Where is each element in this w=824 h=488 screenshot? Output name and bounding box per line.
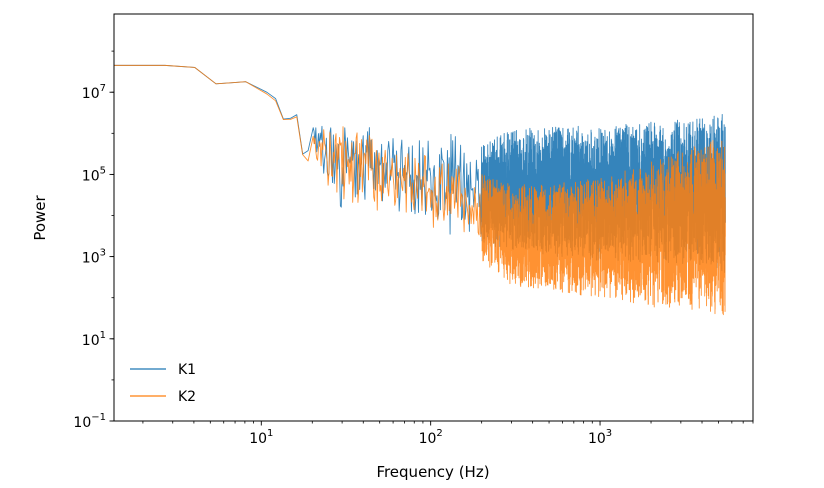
x-axis-label: Frequency (Hz) [376,463,489,481]
y-tick-label: 105 [82,165,106,184]
x-tick-label: 103 [588,428,612,447]
legend-entry-K2: K2 [130,389,196,405]
ticks-layer: 101 102 103 10−1 101 103 105 107 [73,50,754,447]
plot-frame [113,13,754,422]
series-line-K2 [114,64,726,316]
legend: K1 K2 [130,362,196,405]
x-tick-label: 102 [419,428,443,447]
legend-entry-K1: K1 [130,362,196,378]
legend-label: K1 [178,362,196,378]
y-tick-label: 10−1 [73,412,106,431]
y-tick-label: 107 [82,83,106,102]
y-tick-label: 101 [82,330,106,349]
legend-label: K2 [178,389,196,405]
y-axis-label: Power [31,194,49,240]
x-tick-label: 101 [249,428,273,447]
y-tick-label: 103 [82,248,106,267]
series-layer [114,64,726,316]
